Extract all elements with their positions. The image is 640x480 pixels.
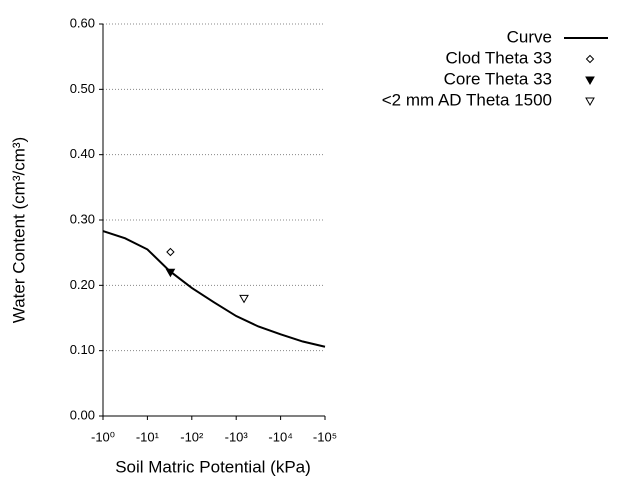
- legend-label: Clod Theta 33: [446, 48, 552, 67]
- legend-label: <2 mm AD Theta 1500: [382, 90, 552, 109]
- legend-marker: [585, 76, 595, 86]
- x-tick-label: -10⁰: [91, 429, 115, 444]
- x-tick-label: -10²: [180, 429, 204, 444]
- point: [166, 247, 175, 257]
- y-tick-label: 0.40: [70, 146, 95, 161]
- y-axis-title: Water Content (cm³/cm³): [9, 137, 28, 323]
- point: [239, 294, 249, 304]
- curve: [102, 230, 326, 348]
- legend-marker: [585, 97, 595, 107]
- y-tick-label: 0.10: [70, 342, 95, 357]
- x-tick-label: -10⁴: [268, 429, 292, 444]
- legend-marker: [585, 54, 595, 64]
- legend-label: Curve: [507, 27, 552, 46]
- y-tick-label: 0.30: [70, 211, 95, 226]
- x-axis-title: Soil Matric Potential (kPa): [115, 457, 311, 476]
- x-tick-label: -10⁵: [313, 429, 337, 444]
- y-tick-label: 0.50: [70, 81, 95, 96]
- y-tick-label: 0.20: [70, 277, 95, 292]
- point: [165, 268, 176, 278]
- x-tick-label: -10¹: [136, 429, 160, 444]
- y-tick-label: 0.00: [70, 407, 95, 422]
- legend-label: Core Theta 33: [444, 69, 552, 88]
- x-tick-label: -10³: [225, 429, 249, 444]
- y-tick-label: 0.60: [70, 15, 95, 30]
